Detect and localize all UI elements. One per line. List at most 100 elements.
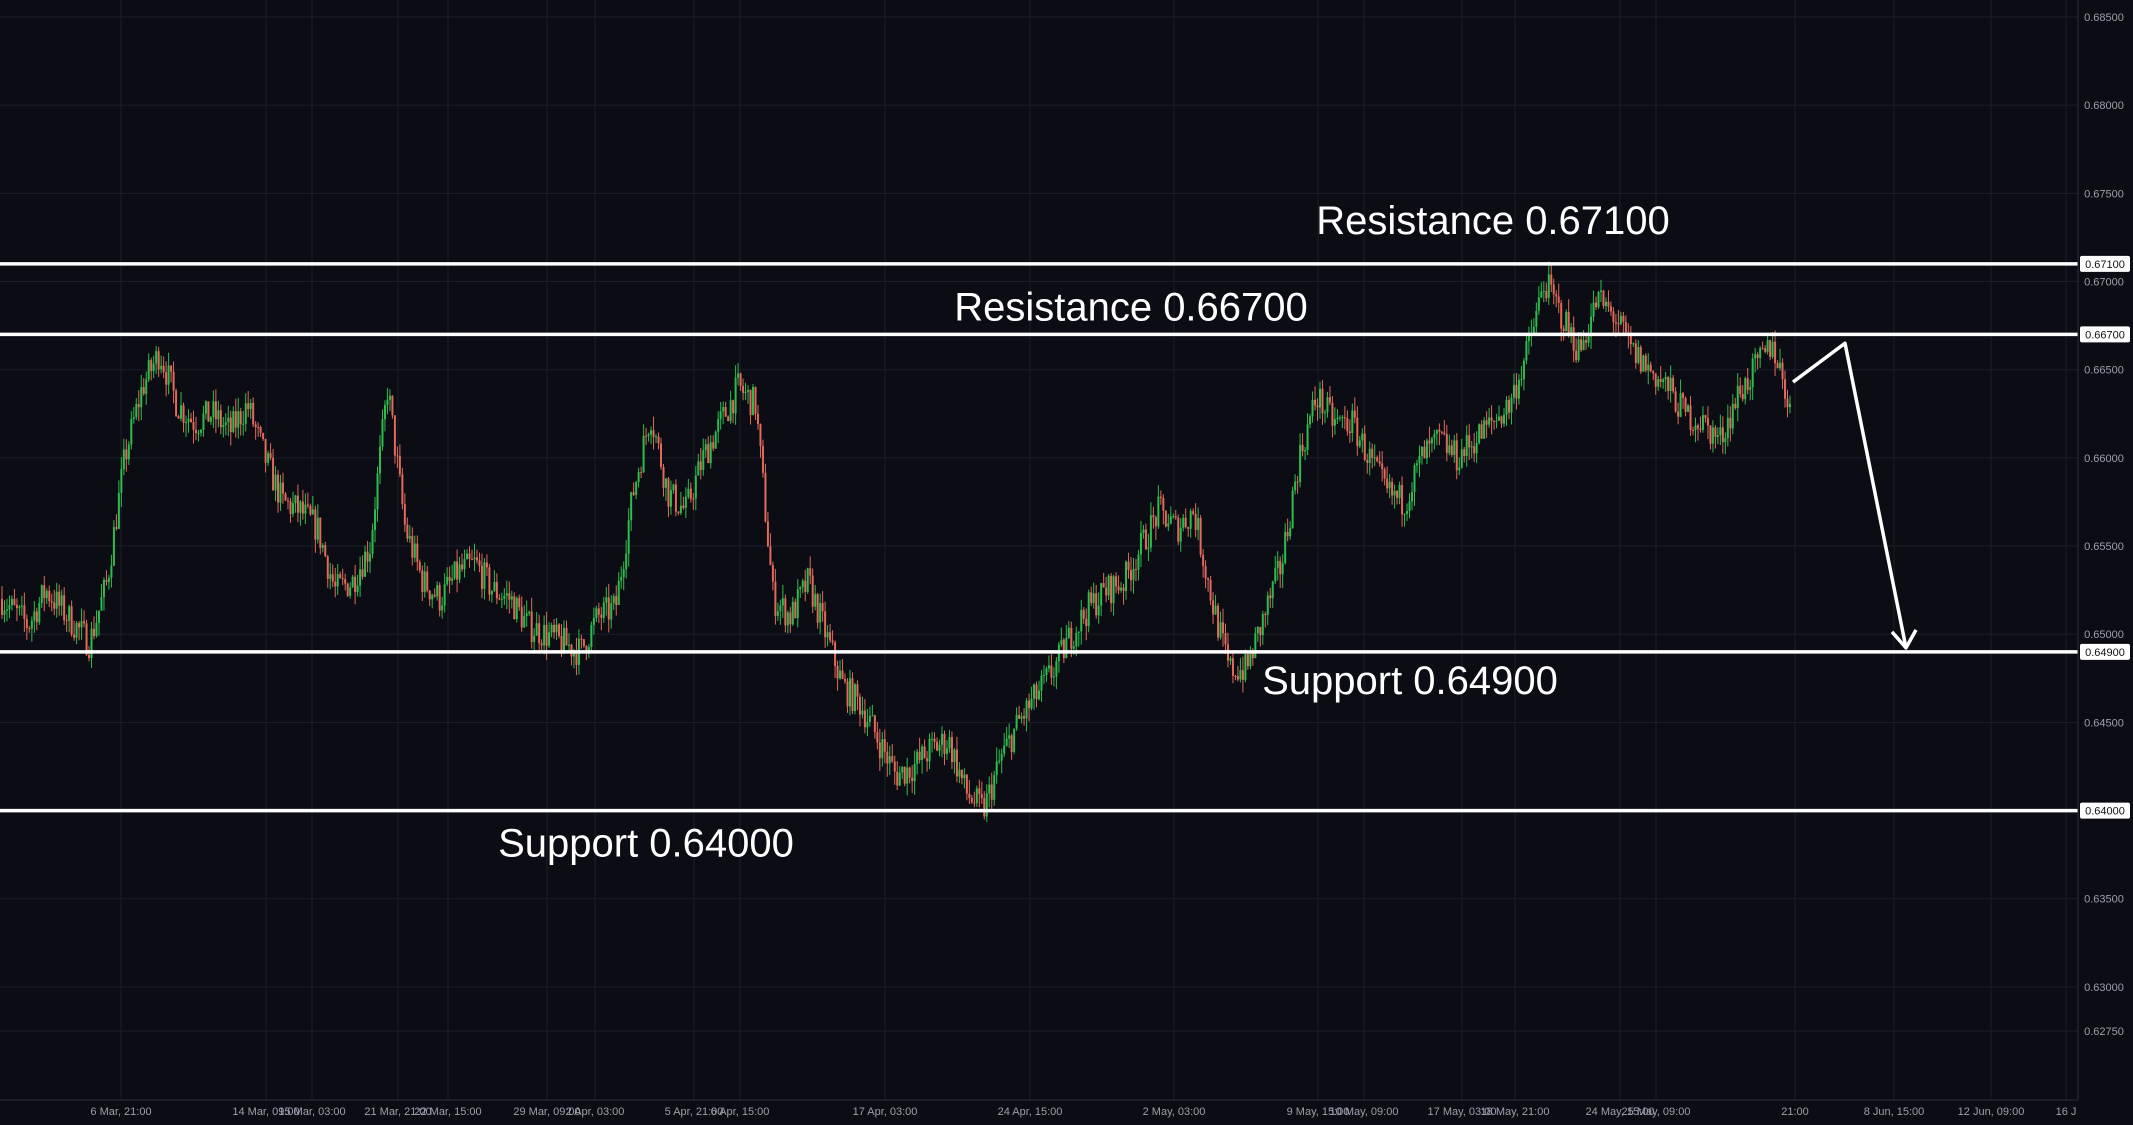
candle-body <box>677 511 680 513</box>
candle-body <box>341 577 344 580</box>
candle-body <box>1425 440 1428 459</box>
candle-body <box>428 590 431 600</box>
time-tick-label: 2 May, 03:00 <box>1143 1106 1206 1118</box>
time-tick-label: 17 Apr, 03:00 <box>853 1106 918 1118</box>
candle-body <box>1699 428 1702 430</box>
candle-body <box>1010 735 1013 752</box>
candle-body <box>1617 323 1620 325</box>
time-tick-label: 29 Mar, 09:00 <box>513 1106 580 1118</box>
candle-body <box>1092 593 1095 603</box>
candle-body <box>100 597 103 611</box>
candle-body <box>1634 343 1637 363</box>
candle-body <box>749 390 752 416</box>
candle-body <box>1455 440 1458 471</box>
candle-body <box>1619 315 1622 325</box>
candle-body <box>1281 563 1284 575</box>
candle-body <box>1338 417 1341 419</box>
price-tick-label: 0.63000 <box>2084 982 2124 994</box>
candle-body <box>1174 516 1177 518</box>
candle-body <box>1545 290 1548 299</box>
candle-body <box>1580 339 1583 351</box>
candle-body <box>664 478 667 488</box>
candle-body <box>274 474 277 491</box>
candle-body <box>637 472 640 483</box>
candle-body <box>769 546 772 566</box>
candle-body <box>386 399 389 405</box>
candle-body <box>1572 327 1575 351</box>
candle-body <box>1443 432 1446 435</box>
candle-body <box>1525 341 1528 361</box>
candle-body <box>1264 614 1267 616</box>
candle-body <box>1647 364 1650 371</box>
candle-body <box>20 605 23 607</box>
candle-body <box>520 607 523 628</box>
candle-body <box>1202 554 1205 567</box>
candle-body <box>916 751 919 764</box>
candle-body <box>1435 429 1438 434</box>
candle-body <box>1418 456 1421 464</box>
candle-body <box>853 684 856 712</box>
price-axis[interactable]: 0.67100 0.66700 0.64900 0.64000 0.68500 0.680… <box>2080 12 2130 1038</box>
candle-body <box>1125 561 1128 592</box>
candle-body <box>1326 397 1329 413</box>
candle-body <box>1388 481 1391 489</box>
candle-body <box>262 432 265 439</box>
candle-body <box>354 576 357 593</box>
candle-body <box>1080 609 1083 632</box>
candle-body <box>1736 385 1739 409</box>
candle-body <box>774 581 777 616</box>
candle-body <box>906 767 909 784</box>
candle-body <box>923 746 926 759</box>
time-tick-label: 15 Mar, 03:00 <box>278 1106 345 1118</box>
candle-body <box>480 565 483 589</box>
candle-body <box>590 625 593 648</box>
price-tick-label: 0.65500 <box>2084 541 2124 553</box>
price-tick-label: 0.68500 <box>2084 12 2124 24</box>
candle-body <box>1378 461 1381 464</box>
candle-body <box>1632 343 1635 345</box>
candle-body <box>652 430 655 438</box>
time-tick-label: 18 May, 21:00 <box>1481 1106 1550 1118</box>
level-annotation: Resistance 0.67100 <box>1316 199 1670 243</box>
candle-body <box>1724 438 1727 443</box>
candle-body <box>1157 496 1160 527</box>
candle-body <box>1527 333 1530 342</box>
candle-body <box>1585 340 1588 343</box>
candle-body <box>1495 420 1498 422</box>
candle-body <box>707 444 710 464</box>
candle-body <box>267 453 270 463</box>
candle-body <box>1639 347 1642 372</box>
candle-body <box>1189 511 1192 529</box>
candle-body <box>1602 290 1605 307</box>
candle-body <box>846 681 849 707</box>
candle-body <box>1669 377 1672 391</box>
candle-body <box>913 763 916 782</box>
candle-body <box>1234 675 1237 677</box>
candle-body <box>687 488 690 497</box>
candle-body <box>160 365 163 370</box>
candle-body <box>1373 457 1376 459</box>
candle-body <box>1398 485 1401 498</box>
candle-body <box>694 475 697 499</box>
candle-body <box>418 561 421 571</box>
candle-body <box>90 628 93 659</box>
candle-body <box>1587 336 1590 343</box>
candle-body <box>1348 431 1351 433</box>
candle-body <box>50 601 53 603</box>
time-tick-label: 5 Apr, 21:00 <box>665 1106 724 1118</box>
candle-body <box>1018 714 1021 719</box>
candle-body <box>1309 416 1312 425</box>
candle-body <box>784 598 787 626</box>
candle-body <box>1318 388 1321 408</box>
candle-body <box>776 611 779 616</box>
price-tick-label: 0.67500 <box>2084 188 2124 200</box>
level-annotation: Support 0.64000 <box>498 822 794 866</box>
candle-body <box>911 777 914 782</box>
candle-body <box>1090 592 1093 603</box>
candle-body <box>219 410 222 428</box>
candle-body <box>804 580 807 592</box>
candle-body <box>242 423 245 425</box>
candle-body <box>212 401 215 418</box>
